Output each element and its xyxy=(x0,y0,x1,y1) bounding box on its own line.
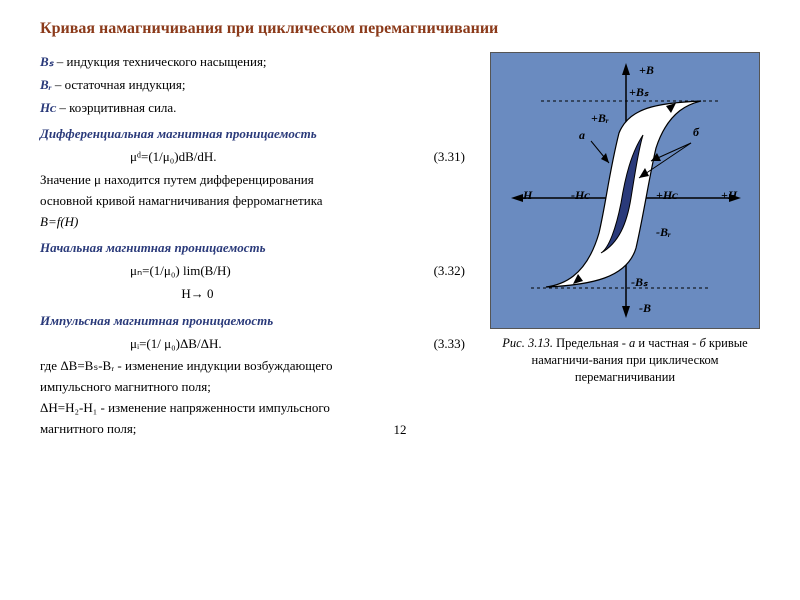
label-pH: +H xyxy=(721,188,737,203)
def-bs: Bₛ – индукция технического насыщения; xyxy=(40,52,475,73)
content-row: Bₛ – индукция технического насыщения; Bᵣ… xyxy=(40,52,760,440)
page-number: 12 xyxy=(394,422,407,438)
heading-diff: Дифференциальная магнитная проницаемость xyxy=(40,124,475,145)
label-mBs: -Bₛ xyxy=(631,275,647,290)
formula-text: μᵢ=(1/ μ₀)ΔB/ΔH. xyxy=(130,336,222,351)
label-pBr: +Bᵣ xyxy=(591,111,609,126)
figure-box: +B +Bₛ +Bᵣ а б -H -Hᴄ +Hᴄ +H -Bᵣ -Bₛ -B xyxy=(490,52,760,329)
label-mB: -B xyxy=(639,301,651,316)
explain-line: Значение μ находится путем дифференциров… xyxy=(40,170,475,191)
heading-pulse: Импульсная магнитная проницаемость xyxy=(40,311,475,332)
label-pHc: +Hᴄ xyxy=(656,188,678,203)
where-line: магнитного поля; xyxy=(40,419,475,440)
text: – остаточная индукция; xyxy=(52,77,186,92)
label-b: б xyxy=(693,125,699,140)
formula-text: μₙ=(1/μ₀) lim(B/H) xyxy=(130,263,231,278)
var-br: Bᵣ xyxy=(40,77,52,92)
heading-init: Начальная магнитная проницаемость xyxy=(40,238,475,259)
label-mBr: -Bᵣ xyxy=(656,225,671,240)
var-expr: B=f(H) xyxy=(40,214,78,229)
where-line: импульсного магнитного поля; xyxy=(40,377,475,398)
formula-pulse: μᵢ=(1/ μ₀)ΔB/ΔH. (3.33) xyxy=(40,334,475,355)
def-br: Bᵣ – остаточная индукция; xyxy=(40,75,475,96)
text: – коэрцитивная сила. xyxy=(56,100,176,115)
page-title: Кривая намагничивания при циклическом пе… xyxy=(40,20,760,38)
eq-num: (3.32) xyxy=(434,261,465,282)
caption-text: Предельная - xyxy=(553,336,629,350)
formula-diff: μᵈ=(1/μ₀)dB/dH. (3.31) xyxy=(40,147,475,168)
label-pB: +B xyxy=(639,63,654,78)
formula-init: μₙ=(1/μ₀) lim(B/H) (3.32) xyxy=(40,261,475,282)
label-mHc: -Hᴄ xyxy=(571,188,590,203)
formula-text: μᵈ=(1/μ₀)dB/dH. xyxy=(130,149,217,164)
def-hc: Hᴄ – коэрцитивная сила. xyxy=(40,98,475,119)
caption-text: и частная - xyxy=(635,336,699,350)
figure-caption: Рис. 3.13. Предельная - а и частная - б … xyxy=(490,329,760,392)
text: – индукция технического насыщения; xyxy=(54,54,267,69)
var-bs: Bₛ xyxy=(40,54,54,69)
eq-num: (3.31) xyxy=(434,147,465,168)
limit-line: H→ 0 xyxy=(40,284,475,305)
explain-line: основной кривой намагничивания ферромагн… xyxy=(40,191,475,212)
label-mH: -H xyxy=(519,188,532,203)
caption-num: Рис. 3.13. xyxy=(502,336,553,350)
label-a: а xyxy=(579,128,585,143)
explain-line: B=f(H) xyxy=(40,212,475,233)
var-hc: Hᴄ xyxy=(40,100,56,115)
text-column: Bₛ – индукция технического насыщения; Bᵣ… xyxy=(40,52,475,440)
eq-num: (3.33) xyxy=(434,334,465,355)
where-line: где ΔB=Bₛ-Bᵣ - изменение индукции возбуж… xyxy=(40,356,475,377)
where-line: ΔH=H₂-H₁ - изменение напряженности импул… xyxy=(40,398,475,419)
figure-column: +B +Bₛ +Bᵣ а б -H -Hᴄ +Hᴄ +H -Bᵣ -Bₛ -B … xyxy=(490,52,760,440)
label-pBs: +Bₛ xyxy=(629,85,648,100)
